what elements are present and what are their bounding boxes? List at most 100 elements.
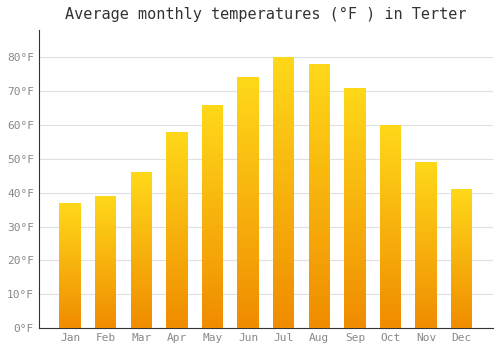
Bar	[238, 218, 259, 223]
Bar	[273, 90, 294, 95]
Bar	[451, 317, 472, 320]
Bar	[308, 238, 330, 244]
Bar	[416, 229, 437, 232]
Bar	[380, 308, 401, 312]
Bar	[273, 95, 294, 100]
Bar	[344, 213, 366, 218]
Bar	[60, 208, 81, 210]
Bar	[95, 209, 116, 212]
Bar	[344, 222, 366, 227]
Bar	[95, 310, 116, 312]
Bar	[451, 253, 472, 256]
Bar	[60, 278, 81, 281]
Bar	[416, 235, 437, 239]
Bar	[60, 251, 81, 253]
Bar	[416, 315, 437, 318]
Bar	[380, 259, 401, 263]
Bar	[238, 258, 259, 263]
Bar	[380, 153, 401, 158]
Bar	[202, 194, 223, 198]
Bar	[344, 323, 366, 328]
Bar	[166, 309, 188, 313]
Bar	[273, 74, 294, 79]
Bar	[130, 229, 152, 232]
Bar	[202, 248, 223, 252]
Bar	[130, 325, 152, 328]
Bar	[202, 261, 223, 266]
Bar	[451, 217, 472, 220]
Bar	[238, 153, 259, 158]
Bar	[60, 316, 81, 318]
Bar	[416, 292, 437, 295]
Bar	[202, 190, 223, 194]
Bar	[130, 201, 152, 203]
Bar	[380, 304, 401, 308]
Bar	[416, 209, 437, 212]
Bar	[202, 109, 223, 113]
Bar	[166, 210, 188, 214]
Bar	[95, 291, 116, 294]
Bar	[451, 223, 472, 225]
Bar	[202, 239, 223, 243]
Bar	[380, 247, 401, 251]
Bar	[416, 262, 437, 265]
Bar	[130, 244, 152, 247]
Bar	[344, 145, 366, 150]
Bar	[380, 288, 401, 292]
Bar	[416, 225, 437, 229]
Bar	[273, 301, 294, 307]
Bar	[451, 323, 472, 326]
Bar	[130, 260, 152, 263]
Bar	[95, 262, 116, 265]
Bar	[308, 96, 330, 101]
Bar	[130, 185, 152, 188]
Bar	[308, 143, 330, 148]
Bar	[273, 166, 294, 171]
Bar	[60, 233, 81, 236]
Bar	[238, 318, 259, 323]
Bar	[273, 317, 294, 323]
Bar	[273, 155, 294, 160]
Bar	[273, 122, 294, 128]
Bar	[380, 231, 401, 235]
Bar	[344, 237, 366, 241]
Bar	[238, 158, 259, 163]
Bar	[380, 267, 401, 271]
Bar	[60, 301, 81, 303]
Bar	[166, 285, 188, 289]
Bar	[451, 298, 472, 300]
Bar	[95, 215, 116, 217]
Bar	[344, 92, 366, 97]
Bar	[166, 293, 188, 297]
Bar	[273, 57, 294, 63]
Bar	[166, 179, 188, 183]
Bar	[308, 307, 330, 312]
Bar	[344, 304, 366, 309]
Bar	[95, 288, 116, 291]
Bar	[451, 203, 472, 206]
Bar	[60, 238, 81, 240]
Bar	[166, 163, 188, 167]
Bar	[344, 241, 366, 246]
Bar	[166, 320, 188, 324]
Bar	[130, 194, 152, 197]
Bar	[416, 288, 437, 292]
Bar	[60, 210, 81, 213]
Bar	[451, 264, 472, 267]
Bar	[273, 225, 294, 231]
Bar	[451, 211, 472, 214]
Bar	[60, 308, 81, 311]
Bar	[416, 318, 437, 322]
Bar	[308, 191, 330, 196]
Bar	[202, 158, 223, 163]
Bar	[308, 286, 330, 291]
Bar	[238, 248, 259, 253]
Bar	[416, 189, 437, 192]
Bar	[166, 175, 188, 179]
Bar	[238, 122, 259, 128]
Bar	[273, 139, 294, 144]
Bar	[130, 319, 152, 322]
Bar	[273, 133, 294, 139]
Bar	[273, 193, 294, 198]
Bar	[238, 107, 259, 113]
